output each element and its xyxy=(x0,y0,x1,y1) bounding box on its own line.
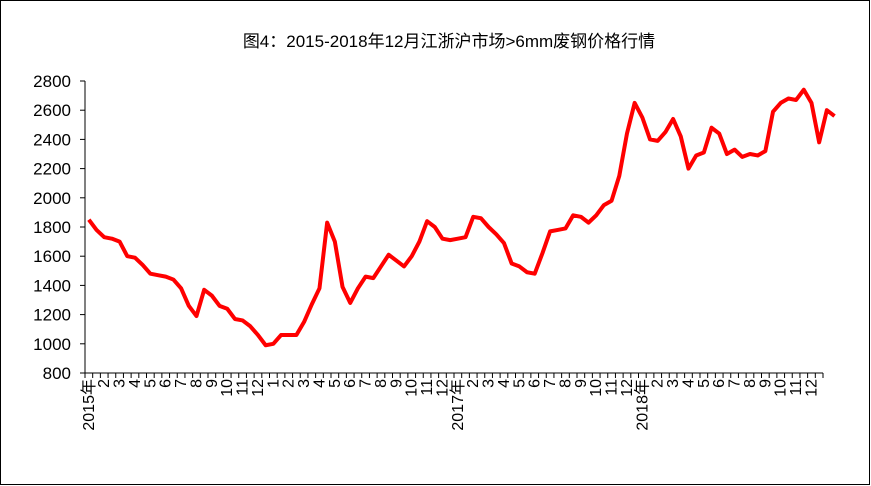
x-tick-label: 6 xyxy=(711,379,728,388)
x-tick-label: 5 xyxy=(696,379,713,388)
x-tick-label: 4 xyxy=(496,379,513,388)
x-tick-label: 8 xyxy=(373,379,390,388)
x-tick-label: 12 xyxy=(250,379,267,397)
x-tick-label: 8 xyxy=(188,379,205,388)
x-tick-label: 2 xyxy=(465,379,482,388)
x-tick-label: 9 xyxy=(573,379,590,388)
x-tick-label: 9 xyxy=(388,379,405,388)
x-tick-label: 7 xyxy=(173,379,190,388)
x-tick-label: 7 xyxy=(542,379,559,388)
x-tick-label: 9 xyxy=(204,379,221,388)
x-tick-label: 12 xyxy=(803,379,820,397)
y-tick-label: 1400 xyxy=(33,276,71,295)
x-tick-label: 2 xyxy=(281,379,298,388)
x-tick-label: 2015年 xyxy=(80,379,98,431)
x-tick-label: 6 xyxy=(527,379,544,388)
x-tick-label: 11 xyxy=(419,379,436,396)
y-tick-label: 1800 xyxy=(33,218,71,237)
x-tick-label: 7 xyxy=(358,379,375,388)
x-tick-label: 2018年 xyxy=(633,379,651,431)
x-tick-label: 3 xyxy=(665,379,682,388)
y-tick-label: 2800 xyxy=(33,72,71,91)
x-tick-label: 10 xyxy=(773,379,790,397)
y-tick-label: 800 xyxy=(43,364,71,383)
y-tick-label: 1600 xyxy=(33,247,71,266)
y-tick-label: 2400 xyxy=(33,130,71,149)
x-tick-label: 12 xyxy=(619,379,636,397)
x-tick-label: 3 xyxy=(296,379,313,388)
x-tick-label: 2 xyxy=(650,379,667,388)
x-tick-label: 11 xyxy=(788,379,805,396)
x-tick-label: 4 xyxy=(680,379,697,388)
x-tick-label: 4 xyxy=(311,379,328,388)
y-tick-label: 2600 xyxy=(33,101,71,120)
x-tick-label: 7 xyxy=(727,379,744,388)
x-tick-label: 12 xyxy=(434,379,451,397)
x-tick-label: 5 xyxy=(142,379,159,388)
y-tick-label: 1200 xyxy=(33,306,71,325)
x-tick-label: 11 xyxy=(604,379,621,396)
x-tick-label: 11 xyxy=(235,379,252,396)
x-tick-label: 10 xyxy=(219,379,236,397)
chart-title: 图4：2015-2018年12月江浙沪市场>6mm废钢价格行情 xyxy=(243,32,655,51)
x-tick-label: 8 xyxy=(557,379,574,388)
x-tick-label: 3 xyxy=(481,379,498,388)
x-tick-label: 4 xyxy=(127,379,144,388)
line-series xyxy=(87,87,836,348)
x-tick-label: 10 xyxy=(404,379,421,397)
x-tick-label: 8 xyxy=(742,379,759,388)
y-tick-label: 2200 xyxy=(33,160,71,179)
x-tick-label: 1 xyxy=(265,379,282,388)
x-tick-label: 6 xyxy=(158,379,175,388)
x-tick-label: 2 xyxy=(96,379,113,388)
x-tick-label: 10 xyxy=(588,379,605,397)
x-tick-label: 2017年 xyxy=(449,379,467,431)
x-tick-label: 3 xyxy=(112,379,129,388)
x-tick-label: 6 xyxy=(342,379,359,388)
x-tick-label: 5 xyxy=(327,379,344,388)
y-tick-label: 1000 xyxy=(33,335,71,354)
x-tick-label: 9 xyxy=(757,379,774,388)
y-tick-label: 2000 xyxy=(33,189,71,208)
x-tick-label: 5 xyxy=(511,379,528,388)
